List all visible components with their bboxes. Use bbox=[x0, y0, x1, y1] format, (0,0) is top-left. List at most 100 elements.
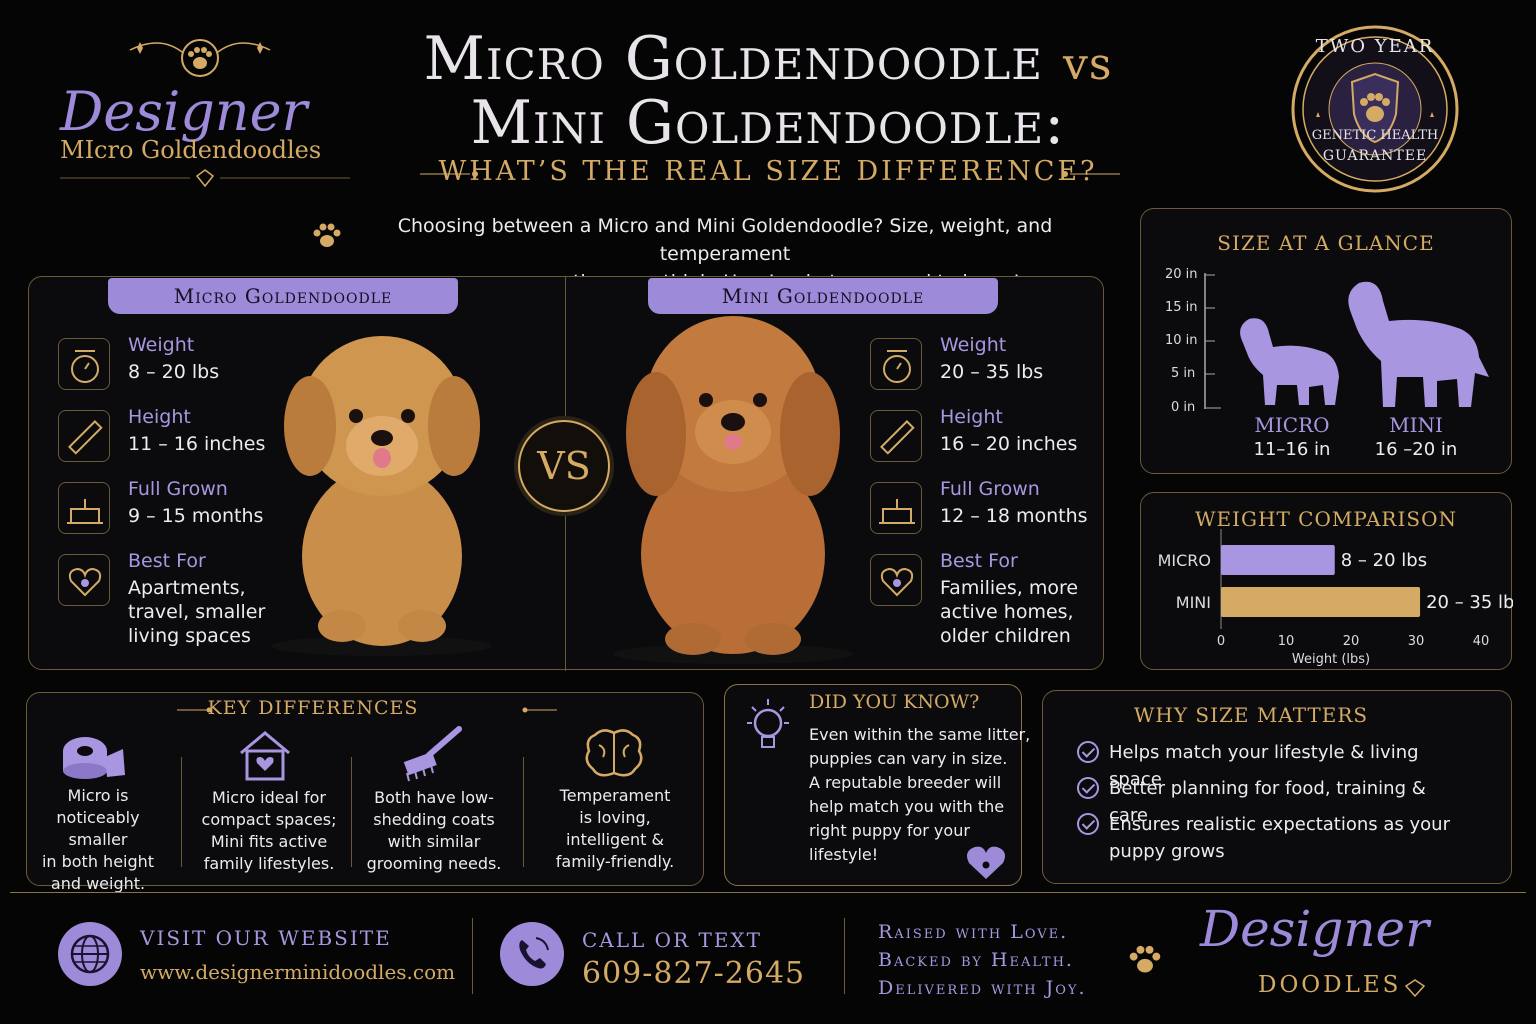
did-you-know-panel: DID YOU KNOW? Even within the same litte… bbox=[724, 684, 1030, 886]
grooming-brush-icon bbox=[403, 726, 462, 782]
feature-label: Weight bbox=[940, 334, 1007, 356]
weight-chart-panel: WEIGHT COMPARISON MICRO 8 – 20 lbs MINI 20 … bbox=[1140, 492, 1513, 670]
lightbulb-icon bbox=[747, 699, 789, 748]
feature-value: 16 – 20 inches bbox=[940, 433, 1078, 455]
badge-ring-icon bbox=[1291, 25, 1459, 193]
weight-bar bbox=[1221, 545, 1335, 575]
key-difference-4: Temperament is loving, intelligent & famil… bbox=[555, 786, 675, 871]
x-tick-label: 30 bbox=[1408, 634, 1425, 649]
paw-icon bbox=[313, 223, 341, 247]
house-heart-icon bbox=[240, 731, 290, 781]
micro-height-label: MICRO bbox=[1254, 413, 1330, 437]
diamond-icon bbox=[1404, 979, 1426, 998]
logo-subtitle: MIcro Goldendoodles bbox=[60, 136, 322, 164]
why-size-title: WHY SIZE MATTERS bbox=[1133, 703, 1369, 727]
footer: VISIT OUR WEBSITE www.designerminidoodle… bbox=[10, 896, 1526, 1014]
mini-height-label: MINI bbox=[1389, 413, 1443, 437]
guarantee-badge: TWO YEAR GENETIC HEALTH GUARANTEE bbox=[1290, 24, 1460, 194]
feature-value: 11 – 16 inches bbox=[128, 433, 266, 455]
check-circle-icon bbox=[1077, 777, 1099, 799]
ruler-icon bbox=[880, 420, 915, 455]
phone-icon bbox=[500, 922, 564, 986]
heart-paw-icon bbox=[68, 567, 102, 597]
y-tick: 20 in bbox=[1165, 267, 1198, 282]
x-tick-label: 20 bbox=[1343, 634, 1360, 649]
feature-value: 9 – 15 months bbox=[128, 505, 264, 527]
bar-value-label: 8 – 20 lbs bbox=[1341, 550, 1427, 571]
feature-label: Best For bbox=[940, 550, 1018, 572]
x-axis-label: Weight (lbs) bbox=[1292, 652, 1370, 667]
badge-bottom-text-2: GUARANTEE bbox=[1322, 148, 1428, 164]
size-glance-title: SIZE AT A GLANCE bbox=[1217, 231, 1435, 255]
micro-height-value: 11–16 in bbox=[1253, 439, 1331, 460]
category-label: MINI bbox=[1176, 593, 1211, 612]
why-size-item-2: Better planning for food, training & car… bbox=[1077, 775, 1457, 829]
x-tick-label: 0 bbox=[1217, 634, 1225, 649]
category-label: MICRO bbox=[1158, 551, 1211, 570]
title-ornament bbox=[177, 707, 557, 713]
x-tick-label: 10 bbox=[1278, 634, 1295, 649]
intro-line-1: Choosing between a Micro and Mini Golden… bbox=[397, 215, 1053, 265]
subtitle-ornament bbox=[420, 171, 1120, 177]
page-title-line2: Mini Goldendoodle: bbox=[470, 88, 1066, 158]
feature-value: Families, more active homes, older child… bbox=[940, 577, 1079, 647]
mini-puppy-image bbox=[613, 316, 853, 664]
brain-icon bbox=[585, 729, 643, 777]
y-tick: 15 in bbox=[1165, 300, 1198, 315]
heart-paw-icon bbox=[967, 846, 1005, 879]
feature-label: Full Grown bbox=[128, 478, 228, 500]
check-circle-icon bbox=[1077, 741, 1099, 763]
feature-value: 8 – 20 lbs bbox=[128, 361, 220, 383]
page-subtitle: WHAT’S THE REAL SIZE DIFFERENCE? bbox=[438, 156, 1098, 187]
cake-icon bbox=[67, 499, 103, 524]
scale-icon bbox=[883, 350, 911, 383]
tape-measure-icon bbox=[63, 737, 125, 779]
phone-number[interactable]: 609-827-2645 bbox=[582, 956, 806, 991]
chart-title: WEIGHT COMPARISON bbox=[1195, 507, 1457, 531]
key-differences-title: KEY DIFFERENCES bbox=[207, 697, 419, 719]
vs-label: VS bbox=[537, 444, 591, 488]
did-you-know-title: DID YOU KNOW? bbox=[809, 691, 980, 713]
phone-label: CALL OR TEXT bbox=[582, 928, 762, 952]
brand-logo[interactable]: Designer MIcro Goldendoodles bbox=[40, 30, 360, 190]
footer-top-rule bbox=[10, 892, 1526, 893]
cake-icon bbox=[879, 499, 915, 524]
mini-dog-silhouette-icon bbox=[1348, 281, 1489, 407]
footer-logo-wordmark[interactable]: Designer bbox=[1200, 900, 1430, 958]
feature-label: Height bbox=[940, 406, 1003, 428]
feature-value: 12 – 18 months bbox=[940, 505, 1088, 527]
page-title-line1: Micro Goldendoodle vs bbox=[423, 24, 1113, 94]
logo-wordmark: Designer bbox=[60, 80, 308, 143]
heart-paw-icon bbox=[880, 567, 914, 597]
did-you-know-text: Even within the same litter, puppies can … bbox=[809, 725, 1031, 864]
footer-logo-subtitle: DOODLES bbox=[1258, 972, 1402, 998]
feature-value: Apartments, travel, smaller living space… bbox=[128, 577, 266, 647]
bar-value-label: 20 – 35 lbs bbox=[1426, 592, 1513, 613]
ruler-icon bbox=[68, 420, 103, 455]
key-difference-1: Micro is noticeably smaller in both heigh… bbox=[41, 786, 155, 893]
feature-label: Weight bbox=[128, 334, 195, 356]
website-label: VISIT OUR WEBSITE bbox=[140, 926, 392, 950]
why-size-matters-panel: WHY SIZE MATTERS Helps match your lifest… bbox=[1042, 690, 1512, 884]
globe-icon bbox=[58, 922, 122, 986]
feature-value: 20 – 35 lbs bbox=[940, 361, 1044, 383]
scale-icon bbox=[71, 350, 99, 383]
tab-mini[interactable]: Mini Goldendoodle bbox=[648, 278, 998, 314]
weight-bar bbox=[1221, 587, 1421, 617]
tab-micro[interactable]: Micro Goldendoodle bbox=[108, 278, 458, 314]
feature-label: Full Grown bbox=[940, 478, 1040, 500]
y-tick: 10 in bbox=[1165, 333, 1198, 348]
micro-puppy-image bbox=[272, 336, 492, 656]
badge-bottom-text: GENETIC HEALTH bbox=[1311, 128, 1439, 143]
why-size-item-3: Ensures realistic expectations as your p… bbox=[1077, 811, 1457, 865]
badge-top-text: TWO YEAR bbox=[1315, 36, 1435, 57]
website-link[interactable]: www.designerminidoodles.com bbox=[140, 960, 456, 984]
y-tick: 5 in bbox=[1171, 366, 1196, 381]
paw-icon bbox=[1129, 945, 1161, 973]
feature-label: Best For bbox=[128, 550, 206, 572]
key-difference-3: Both have low-shedding coats with simila… bbox=[366, 788, 502, 873]
mini-height-value: 16 –20 in bbox=[1374, 439, 1458, 460]
paw-emblem-icon bbox=[129, 39, 271, 77]
micro-dog-silhouette-icon bbox=[1240, 318, 1339, 405]
weight-chart: MICRO 8 – 20 lbs MINI 20 – 35 lbs 0 10 20 30 40 W… bbox=[1158, 529, 1513, 667]
